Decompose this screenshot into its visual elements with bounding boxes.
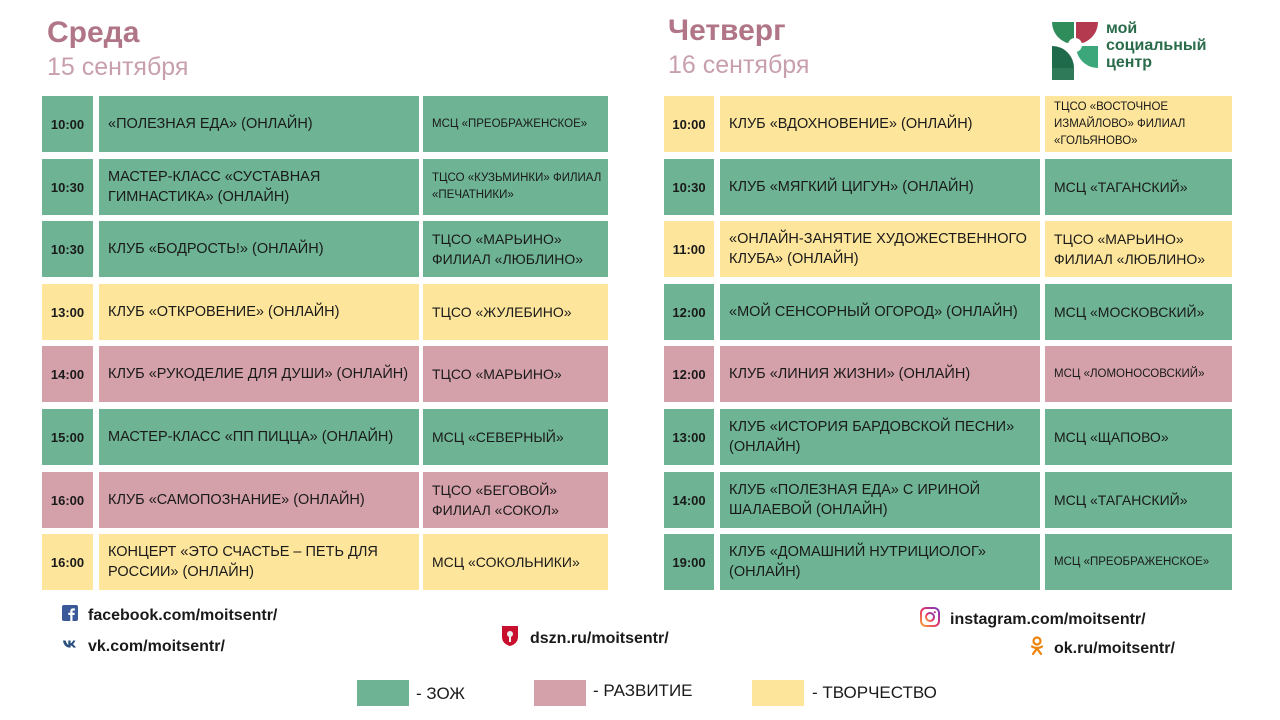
event-venue: МСЦ «МОСКОВСКИЙ»	[1045, 284, 1232, 340]
event-venue: МСЦ «ПРЕОБРАЖЕНСКОЕ»	[423, 96, 608, 152]
event-venue: МСЦ «ЛОМОНОСОВСКИЙ»	[1045, 346, 1232, 402]
day-date-thursday: 16 сентября	[668, 51, 810, 79]
legend-swatch-razvitie	[534, 680, 586, 706]
event-title: КЛУБ «ПОЛЕЗНАЯ ЕДА» С ИРИНОЙ ШАЛАЕВОЙ (О…	[720, 472, 1040, 528]
event-venue: ТЦСО «МАРЬИНО» ФИЛИАЛ «ЛЮБЛИНО»	[423, 221, 608, 277]
event-venue: ТЦСО «КУЗЬМИНКИ» ФИЛИАЛ «ПЕЧАТНИКИ»	[423, 159, 608, 215]
legend-label-zozh: - ЗОЖ	[416, 684, 466, 703]
event-title: МАСТЕР-КЛАСС «ПП ПИЦЦА» (ОНЛАЙН)	[99, 409, 419, 465]
legend-label-razvitie: - РАЗВИТИЕ	[593, 681, 693, 700]
dszn-link[interactable]: dszn.ru/moitsentr/	[500, 625, 669, 652]
event-venue: МСЦ «ПРЕОБРАЖЕНСКОЕ»	[1045, 534, 1232, 590]
odnoklassniki-icon	[1030, 636, 1044, 661]
logo-text: мой социальный центр	[1106, 20, 1206, 71]
event-time: 13:00	[664, 409, 714, 465]
event-title: «МОЙ СЕНСОРНЫЙ ОГОРОД» (ОНЛАЙН)	[720, 284, 1040, 340]
day-date-wednesday: 15 сентября	[47, 53, 189, 81]
facebook-icon	[62, 605, 78, 626]
dszn-link-text: dszn.ru/moitsentr/	[530, 629, 669, 647]
event-time: 19:00	[664, 534, 714, 590]
event-venue: МСЦ «ТАГАНСКИЙ»	[1045, 159, 1232, 215]
event-time: 14:00	[664, 472, 714, 528]
event-title: КЛУБ «САМОПОЗНАНИЕ» (ОНЛАЙН)	[99, 472, 419, 528]
event-venue: ТЦСО «ВОСТОЧНОЕ ИЗМАЙЛОВО» ФИЛИАЛ «ГОЛЬЯ…	[1045, 96, 1232, 152]
moscow-emblem-icon	[500, 625, 520, 652]
legend-swatch-zozh	[357, 680, 409, 706]
ok-link-text: ok.ru/moitsentr/	[1054, 639, 1175, 657]
event-time: 10:30	[664, 159, 714, 215]
event-title: «ПОЛЕЗНАЯ ЕДА» (ОНЛАЙН)	[99, 96, 419, 152]
event-time: 16:00	[42, 472, 93, 528]
event-venue: МСЦ «ЩАПОВО»	[1045, 409, 1232, 465]
event-title: КЛУБ «РУКОДЕЛИЕ ДЛЯ ДУШИ» (ОНЛАЙН)	[99, 346, 419, 402]
ok-link[interactable]: ok.ru/moitsentr/	[1030, 636, 1175, 661]
event-venue: МСЦ «ТАГАНСКИЙ»	[1045, 472, 1232, 528]
event-title: КЛУБ «ДОМАШНИЙ НУТРИЦИОЛОГ» (ОНЛАЙН)	[720, 534, 1040, 590]
facebook-link[interactable]: facebook.com/moitsentr/	[62, 605, 277, 626]
event-title: КЛУБ «БОДРОСТЬ!» (ОНЛАЙН)	[99, 221, 419, 277]
day-title-wednesday: Среда	[47, 16, 140, 49]
event-time: 15:00	[42, 409, 93, 465]
logo: мой социальный центр	[1050, 20, 1230, 84]
event-time: 10:30	[42, 159, 93, 215]
event-title: КЛУБ «ОТКРОВЕНИЕ» (ОНЛАЙН)	[99, 284, 419, 340]
vk-icon	[62, 636, 78, 657]
event-title: КОНЦЕРТ «ЭТО СЧАСТЬЕ – ПЕТЬ ДЛЯ РОССИИ» …	[99, 534, 419, 590]
legend-swatch-tvorchestvo	[752, 680, 804, 706]
event-time: 12:00	[664, 346, 714, 402]
instagram-link-text: instagram.com/moitsentr/	[950, 610, 1146, 628]
event-title: «ОНЛАЙН-ЗАНЯТИЕ ХУДОЖЕСТВЕННОГО КЛУБА» (…	[720, 221, 1040, 277]
event-venue: МСЦ «СОКОЛЬНИКИ»	[423, 534, 608, 590]
logo-line-2: социальный	[1106, 37, 1207, 54]
event-time: 10:00	[664, 96, 714, 152]
event-title: КЛУБ «МЯГКИЙ ЦИГУН» (ОНЛАЙН)	[720, 159, 1040, 215]
event-venue: ТЦСО «БЕГОВОЙ» ФИЛИАЛ «СОКОЛ»	[423, 472, 608, 528]
instagram-icon	[920, 607, 940, 632]
event-title: МАСТЕР-КЛАСС «СУСТАВНАЯ ГИМНАСТИКА» (ОНЛ…	[99, 159, 419, 215]
vk-link[interactable]: vk.com/moitsentr/	[62, 636, 225, 657]
event-time: 12:00	[664, 284, 714, 340]
event-venue: ТЦСО «МАРЬИНО»	[423, 346, 608, 402]
vk-link-text: vk.com/moitsentr/	[88, 637, 225, 655]
event-venue: МСЦ «СЕВЕРНЫЙ»	[423, 409, 608, 465]
event-time: 14:00	[42, 346, 93, 402]
event-title: КЛУБ «ЛИНИЯ ЖИЗНИ» (ОНЛАЙН)	[720, 346, 1040, 402]
event-title: КЛУБ «ВДОХНОВЕНИЕ» (ОНЛАЙН)	[720, 96, 1040, 152]
logo-icon	[1052, 22, 1098, 80]
legend-label-tvorchestvo: - ТВОРЧЕСТВО	[812, 683, 937, 702]
event-venue: ТЦСО «МАРЬИНО» ФИЛИАЛ «ЛЮБЛИНО»	[1045, 221, 1232, 277]
event-time: 10:00	[42, 96, 93, 152]
event-time: 13:00	[42, 284, 93, 340]
logo-line-1: мой	[1106, 20, 1138, 37]
event-venue: ТЦСО «ЖУЛЕБИНО»	[423, 284, 608, 340]
event-time: 10:30	[42, 221, 93, 277]
facebook-link-text: facebook.com/moitsentr/	[88, 606, 278, 624]
day-title-thursday: Четверг	[668, 14, 786, 47]
event-title: КЛУБ «ИСТОРИЯ БАРДОВСКОЙ ПЕСНИ» (ОНЛАЙН)	[720, 409, 1040, 465]
event-time: 16:00	[42, 534, 93, 590]
event-time: 11:00	[664, 221, 714, 277]
logo-line-3: центр	[1106, 54, 1153, 71]
instagram-link[interactable]: instagram.com/moitsentr/	[920, 607, 1146, 632]
